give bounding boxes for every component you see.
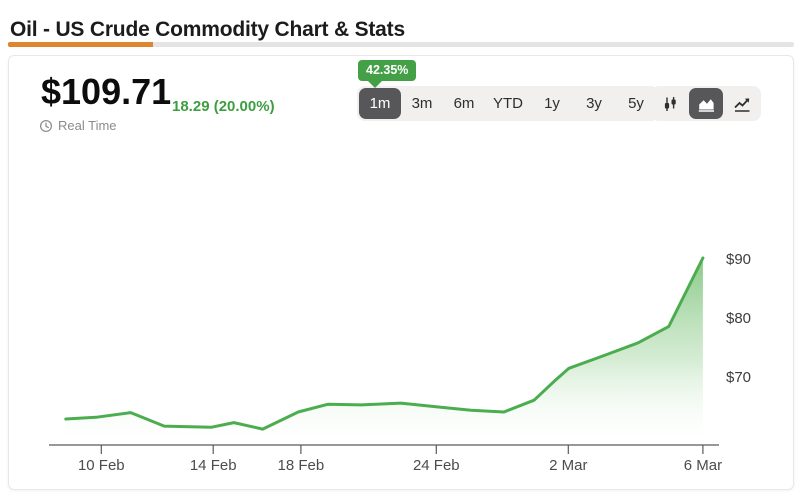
- range-button-ytd[interactable]: YTD: [493, 95, 523, 112]
- x-axis-label: 24 Feb: [413, 457, 460, 474]
- range-selector: 1m 3m 6m YTD 1y 3y 5y: [357, 86, 659, 121]
- range-button-1y[interactable]: 1y: [544, 95, 560, 112]
- range-button-5y[interactable]: 5y: [628, 95, 644, 112]
- price-chart[interactable]: 10 Feb 14 Feb 18 Feb 24 Feb 2 Mar 6 Mar $90 $80…: [9, 246, 793, 486]
- y-axis-label: $80: [726, 310, 751, 327]
- area-fill: [65, 258, 703, 445]
- price-change: 18.29 (20.00%): [172, 98, 275, 115]
- change-tooltip-badge: 42.35%: [358, 60, 417, 88]
- realtime-indicator: Real Time: [39, 118, 117, 133]
- price-line: [64, 256, 705, 431]
- line-chart-button[interactable]: [725, 88, 759, 119]
- page-title: Oil - US Crude Commodity Chart & Stats: [10, 18, 405, 42]
- y-axis-label: $70: [726, 369, 751, 386]
- area-chart-button[interactable]: [689, 88, 723, 119]
- y-axis-label: $90: [726, 251, 751, 268]
- x-axis-label: 2 Mar: [549, 457, 587, 474]
- x-axis-label: 14 Feb: [190, 457, 237, 474]
- range-button-1m[interactable]: 1m: [359, 88, 401, 119]
- current-price: $109.71: [41, 71, 172, 112]
- scroll-progress-bar: [8, 42, 794, 47]
- price-chart-svg[interactable]: 10 Feb 14 Feb 18 Feb 24 Feb 2 Mar 6 Mar $90 $80…: [9, 246, 793, 486]
- range-button-3m[interactable]: 3m: [411, 95, 433, 112]
- chart-card: $109.71 18.29 (20.00%) Real Time 42.35% …: [8, 55, 794, 490]
- candlestick-chart-button[interactable]: [653, 88, 687, 119]
- x-axis-label: 18 Feb: [278, 457, 325, 474]
- scroll-progress-fill: [8, 42, 153, 47]
- range-button-6m[interactable]: 6m: [453, 95, 475, 112]
- x-axis-label: 10 Feb: [78, 457, 125, 474]
- clock-icon: [39, 119, 53, 133]
- chart-type-selector: [651, 86, 761, 121]
- realtime-label: Real Time: [58, 118, 117, 133]
- range-button-3y[interactable]: 3y: [586, 95, 602, 112]
- x-axis-label: 6 Mar: [684, 457, 722, 474]
